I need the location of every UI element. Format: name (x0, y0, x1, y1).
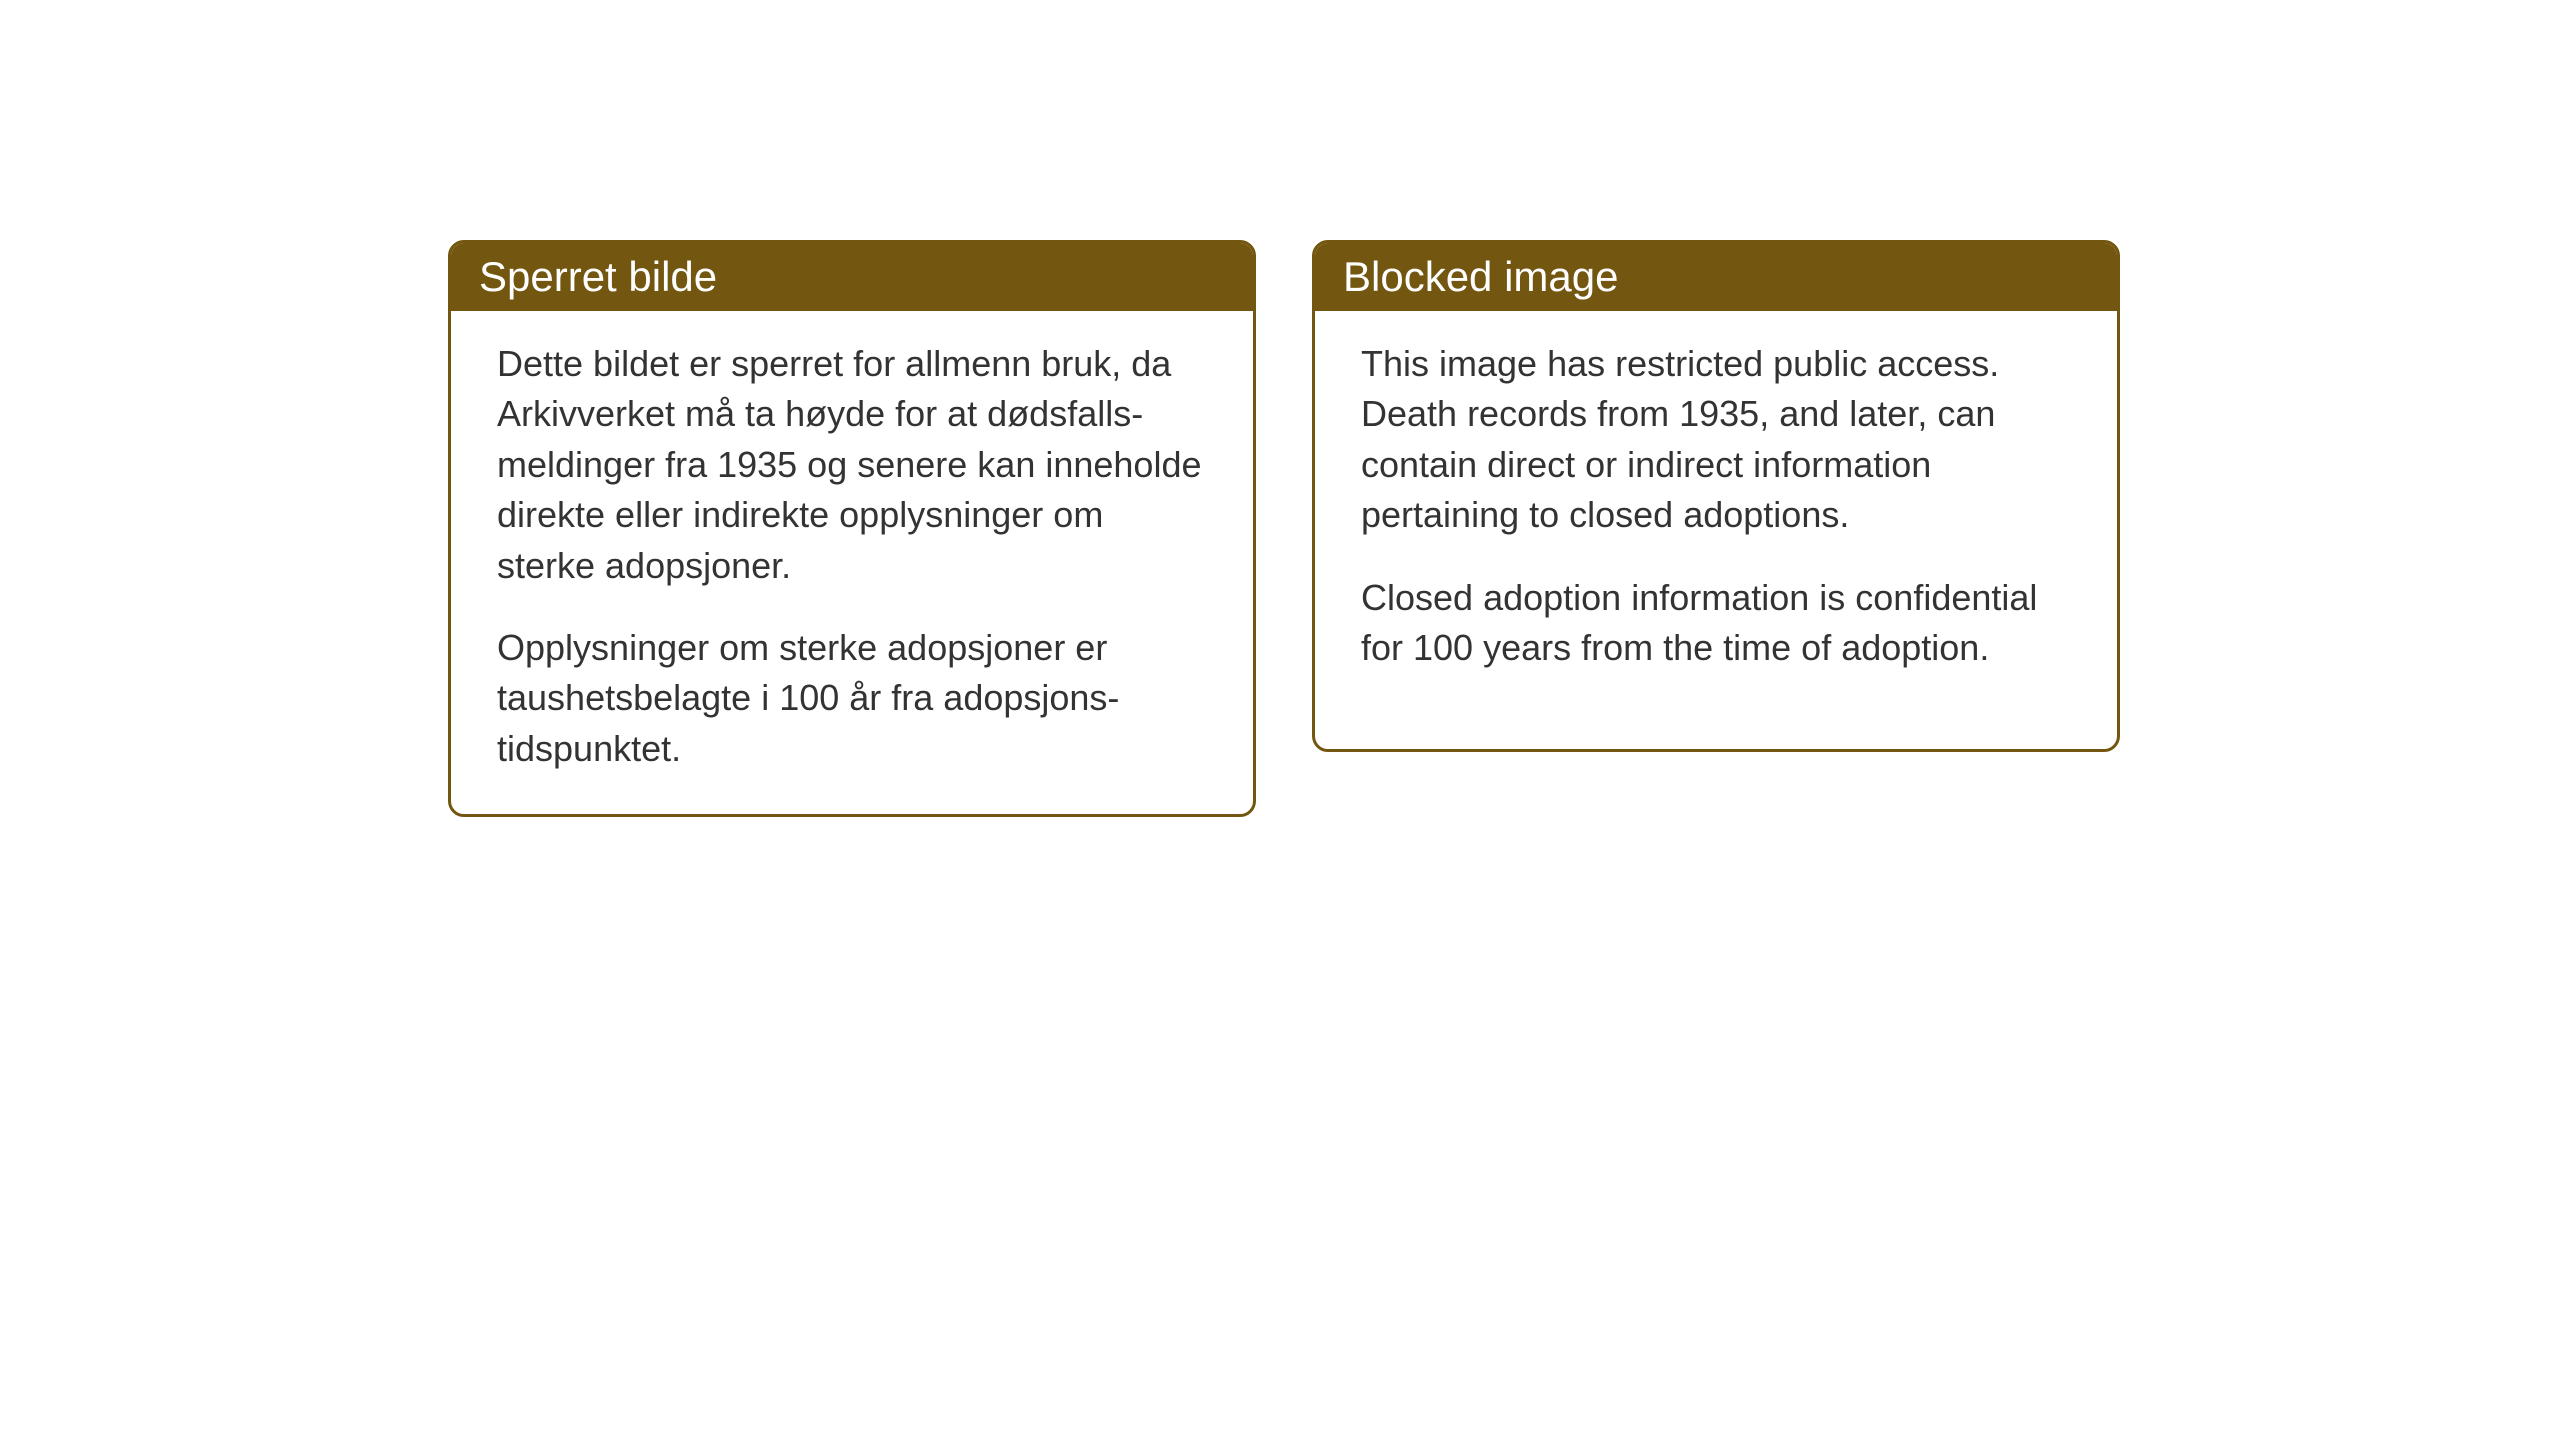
card-paragraph-2-norwegian: Opplysninger om sterke adopsjoner er tau… (497, 623, 1207, 774)
card-paragraph-2-english: Closed adoption information is confident… (1361, 573, 2071, 674)
card-title-english: Blocked image (1343, 253, 1618, 300)
card-header-norwegian: Sperret bilde (451, 243, 1253, 311)
notice-card-english: Blocked image This image has restricted … (1312, 240, 2120, 752)
card-body-norwegian: Dette bildet er sperret for allmenn bruk… (451, 311, 1253, 814)
notice-card-norwegian: Sperret bilde Dette bildet er sperret fo… (448, 240, 1256, 817)
card-header-english: Blocked image (1315, 243, 2117, 311)
notice-container: Sperret bilde Dette bildet er sperret fo… (448, 240, 2120, 817)
card-paragraph-1-norwegian: Dette bildet er sperret for allmenn bruk… (497, 339, 1207, 591)
card-body-english: This image has restricted public access.… (1315, 311, 2117, 713)
card-paragraph-1-english: This image has restricted public access.… (1361, 339, 2071, 541)
card-title-norwegian: Sperret bilde (479, 253, 717, 300)
